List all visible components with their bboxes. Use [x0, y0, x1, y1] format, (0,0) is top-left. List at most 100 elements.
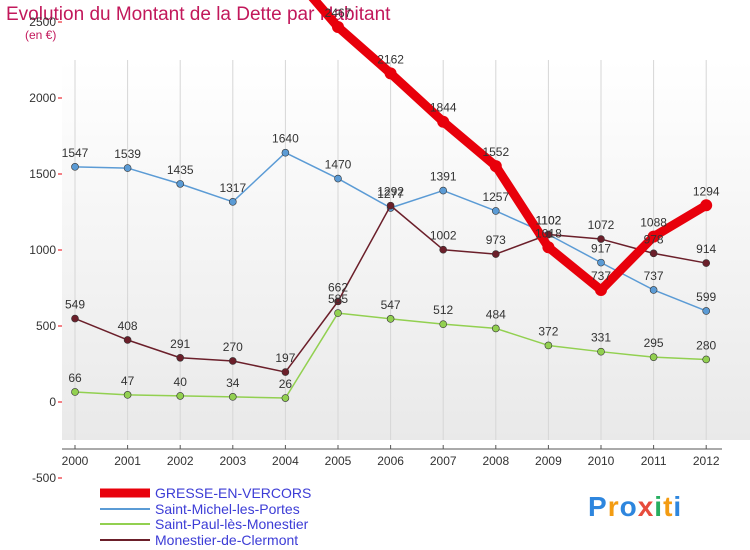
x-tick-label: 2006 — [377, 454, 404, 468]
data-point — [176, 392, 184, 400]
data-label: 599 — [696, 290, 716, 304]
y-tick-label: 1000 — [29, 243, 56, 257]
data-point — [123, 391, 132, 399]
x-tick-label: 2005 — [325, 454, 352, 468]
data-point — [647, 230, 660, 243]
data-point — [439, 245, 448, 254]
data-label: 1470 — [325, 158, 352, 172]
data-label: 1102 — [535, 213, 561, 227]
data-label: 331 — [591, 331, 611, 345]
y-tick-label: 1500 — [29, 167, 56, 181]
data-point — [595, 283, 607, 296]
data-point — [491, 250, 500, 258]
legend-label: GRESSE-EN-VERCORS — [155, 485, 311, 501]
data-point — [176, 353, 184, 362]
data-label: 1552 — [482, 145, 509, 159]
data-point — [649, 286, 658, 294]
data-point — [386, 201, 395, 210]
plot-area — [62, 60, 750, 440]
x-tick-label: 2011 — [641, 454, 667, 468]
data-point — [439, 320, 448, 328]
data-label: 978 — [644, 232, 664, 246]
data-point — [491, 207, 500, 215]
y-tick-label: 500 — [36, 319, 56, 333]
chart-unit-label: (en €) — [25, 28, 57, 42]
data-label: 1102 — [535, 213, 561, 227]
y-tick-label: -500 — [32, 471, 56, 485]
x-tick-label: 2001 — [114, 454, 141, 468]
legend-label: Saint-Michel-les-Portes — [155, 501, 300, 517]
data-label: 1292 — [377, 185, 404, 199]
data-label: 1539 — [114, 147, 141, 161]
data-label: 34 — [226, 376, 240, 390]
data-label: 408 — [118, 319, 138, 333]
data-label: 737 — [644, 269, 664, 283]
legend-label: Monestier-de-Clermont — [155, 532, 298, 548]
data-point — [702, 307, 711, 315]
data-point — [229, 357, 237, 365]
data-point — [542, 241, 555, 254]
data-label: 1294 — [693, 184, 720, 198]
data-point — [332, 21, 344, 34]
data-point — [597, 235, 605, 243]
data-label: 973 — [486, 233, 506, 247]
data-label: 549 — [65, 298, 85, 312]
data-label: 291 — [170, 337, 190, 351]
data-point — [334, 297, 342, 306]
data-label: 1002 — [430, 229, 457, 243]
data-label: 484 — [486, 307, 506, 321]
data-point — [229, 393, 237, 401]
data-point — [597, 347, 605, 356]
data-label: 512 — [433, 303, 453, 317]
data-label: 1547 — [62, 146, 89, 160]
data-point — [489, 160, 502, 173]
data-label: 1391 — [430, 170, 457, 184]
data-point — [702, 355, 711, 364]
data-point — [437, 115, 450, 128]
data-point — [439, 186, 448, 195]
data-point — [229, 198, 237, 206]
data-label: 40 — [174, 375, 188, 389]
data-point — [386, 315, 395, 323]
data-point — [334, 309, 342, 317]
data-point — [649, 249, 658, 258]
data-label: 1317 — [219, 181, 246, 195]
data-point — [176, 180, 184, 188]
data-label: 26 — [279, 377, 293, 391]
data-point — [123, 336, 132, 344]
x-tick-label: 2000 — [62, 454, 89, 468]
data-point — [71, 388, 79, 396]
data-point — [334, 174, 342, 183]
x-tick-label: 2010 — [588, 454, 615, 468]
data-label: 547 — [381, 298, 401, 312]
x-tick-label: 2002 — [167, 454, 194, 468]
data-point — [384, 67, 397, 80]
data-label: 585 — [328, 292, 348, 306]
data-label: 1277 — [377, 187, 404, 201]
data-point — [544, 341, 553, 350]
y-tick-label: 2000 — [29, 91, 56, 105]
data-label: 372 — [538, 324, 558, 338]
data-label: 1088 — [640, 216, 667, 230]
data-point — [702, 259, 711, 267]
data-label: 295 — [644, 336, 664, 350]
x-tick-label: 2003 — [219, 454, 246, 468]
x-tick-label: 2009 — [535, 454, 562, 468]
data-label: 197 — [275, 351, 295, 365]
x-tick-label: 2012 — [693, 454, 720, 468]
data-label: 662 — [328, 280, 348, 294]
data-label: 917 — [591, 242, 611, 256]
data-label: 1257 — [482, 190, 509, 204]
data-point — [71, 314, 79, 323]
data-point — [123, 164, 132, 172]
data-label: 2162 — [377, 52, 404, 66]
proxiti-logo: Proxiti — [588, 491, 682, 522]
data-label: 1018 — [535, 226, 562, 240]
data-point — [649, 353, 658, 361]
data-point — [281, 394, 290, 402]
x-tick-label: 2004 — [272, 454, 299, 468]
y-tick-label: 0 — [49, 395, 56, 409]
data-point — [491, 324, 500, 333]
data-point — [71, 163, 79, 171]
